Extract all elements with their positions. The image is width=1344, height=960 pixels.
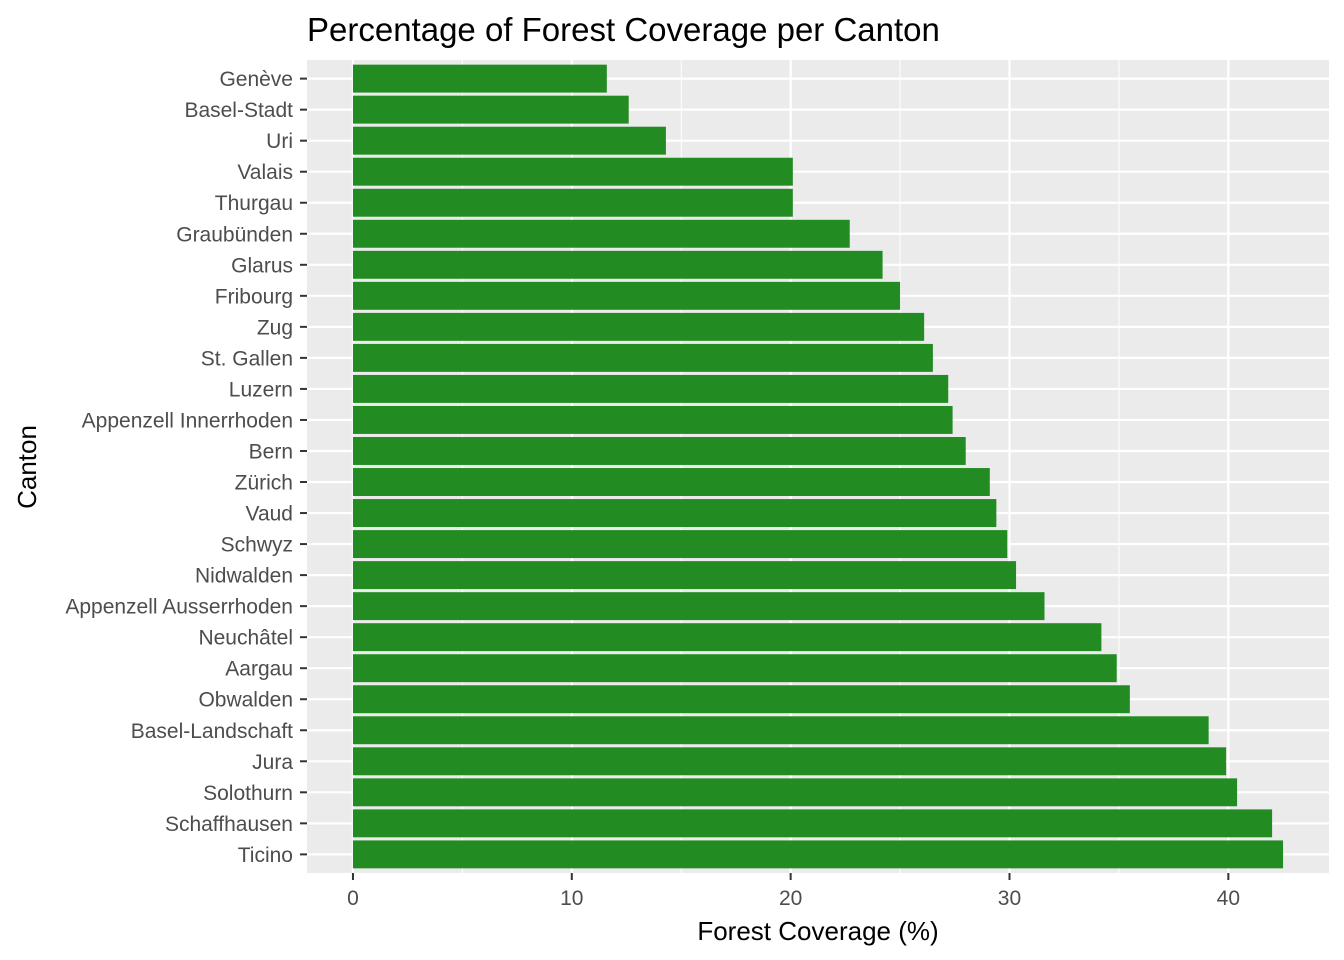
x-tick-label: 40 xyxy=(1217,887,1240,910)
bar xyxy=(352,126,666,155)
bar xyxy=(352,840,1284,869)
bar xyxy=(352,437,966,465)
bar xyxy=(352,468,990,496)
y-tick-label: St. Gallen xyxy=(201,347,293,370)
x-tick-label: 30 xyxy=(998,887,1021,910)
x-tick-label: 0 xyxy=(347,887,359,910)
bar xyxy=(352,592,1045,621)
bar xyxy=(352,95,629,124)
y-tick-label: Genève xyxy=(219,68,293,91)
y-tick-label: Basel-Stadt xyxy=(184,99,293,122)
bar xyxy=(352,219,850,248)
y-tick-label: Fribourg xyxy=(215,285,293,308)
bar xyxy=(352,312,925,341)
bar xyxy=(352,64,607,93)
y-tick-label: Thurgau xyxy=(215,192,293,215)
y-tick-label: Schaffhausen xyxy=(165,813,293,836)
y-tick-label: Jura xyxy=(252,751,293,774)
y-tick-label: Solothurn xyxy=(203,782,293,805)
y-tick-label: Luzern xyxy=(229,378,293,401)
y-tick-label: Appenzell Innerrhoden xyxy=(82,409,293,432)
bar xyxy=(352,250,883,279)
bar xyxy=(352,716,1209,745)
y-tick-label: Neuchâtel xyxy=(198,627,293,650)
y-tick-label: Bern xyxy=(249,440,293,463)
bar xyxy=(352,405,953,434)
y-tick-label: Aargau xyxy=(225,658,293,681)
bar xyxy=(352,809,1273,838)
y-tick-label: Nidwalden xyxy=(195,565,293,588)
bars xyxy=(352,64,1284,869)
bar xyxy=(352,188,793,217)
y-tick-label: Vaud xyxy=(246,503,294,526)
bar xyxy=(352,343,933,372)
y-tick-label: Valais xyxy=(237,161,293,184)
x-tick-label: 20 xyxy=(779,887,802,910)
x-tick-label: 10 xyxy=(560,887,583,910)
bar xyxy=(352,654,1117,683)
y-tick-label: Basel-Landschaft xyxy=(131,720,293,743)
y-tick-label: Schwyz xyxy=(221,534,293,557)
y-tick-label: Zürich xyxy=(235,472,293,495)
y-axis-title: Canton xyxy=(12,425,42,509)
bar xyxy=(352,685,1130,714)
y-tick-label: Obwalden xyxy=(198,689,293,712)
bar xyxy=(352,561,1017,590)
bar xyxy=(352,374,949,403)
x-axis-title: Forest Coverage (%) xyxy=(697,916,938,946)
x-axis-ticks: 0 10 20 30 40 xyxy=(347,873,1240,910)
bar xyxy=(352,778,1238,807)
bar xyxy=(352,499,997,528)
y-axis-ticks: Genève Basel-Stadt Uri Valais Thurgau Graubün… xyxy=(65,68,307,867)
y-tick-label: Ticino xyxy=(238,844,293,867)
bar xyxy=(352,281,901,310)
y-tick-label: Uri xyxy=(266,130,293,153)
y-tick-label: Glarus xyxy=(231,254,293,277)
chart-title: Percentage of Forest Coverage per Canton xyxy=(307,11,940,48)
bar xyxy=(352,157,793,186)
y-tick-label: Appenzell Ausserrhoden xyxy=(65,596,293,619)
bar xyxy=(352,623,1102,652)
y-tick-label: Graubünden xyxy=(176,223,293,246)
bar xyxy=(352,530,1008,559)
bar xyxy=(352,747,1227,776)
y-tick-label: Zug xyxy=(257,316,293,339)
